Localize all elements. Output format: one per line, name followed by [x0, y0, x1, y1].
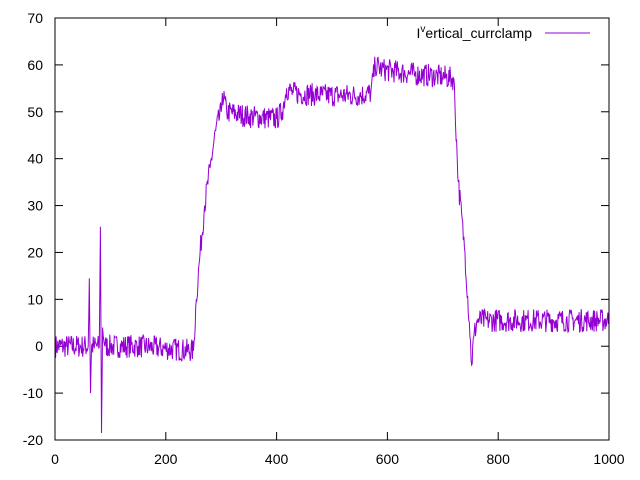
x-tick-label: 800 [487, 451, 511, 467]
plot-frame [54, 17, 610, 441]
legend-label: Ivertical_currclamp [417, 24, 533, 41]
x-tick-label: 600 [376, 451, 400, 467]
x-tick-label: 200 [154, 451, 178, 467]
y-tick-label: -10 [23, 385, 43, 401]
legend-label-rest: ertical_currclamp [425, 25, 532, 41]
x-axis: 0 200 400 600 800 1000 [51, 18, 625, 467]
y-tick-label: 50 [27, 104, 43, 120]
legend-label-main: I [417, 25, 421, 41]
y-tick-label: 60 [27, 57, 43, 73]
legend-label-superscript: v [420, 24, 425, 35]
y-tick-label: 30 [27, 198, 43, 214]
y-tick-label: 10 [27, 291, 43, 307]
y-tick-label: 0 [35, 338, 43, 354]
x-tick-label: 1000 [593, 451, 624, 467]
y-tick-label: 40 [27, 151, 43, 167]
x-tick-label: 0 [51, 451, 59, 467]
y-tick-label: 70 [27, 10, 43, 26]
series-line [54, 56, 610, 434]
y-tick-label: -20 [23, 432, 43, 448]
legend: Ivertical_currclamp [417, 24, 590, 41]
y-axis: -20 -10 0 10 20 30 40 50 60 70 [23, 10, 609, 448]
x-tick-label: 400 [265, 451, 289, 467]
y-tick-label: 20 [27, 244, 43, 260]
